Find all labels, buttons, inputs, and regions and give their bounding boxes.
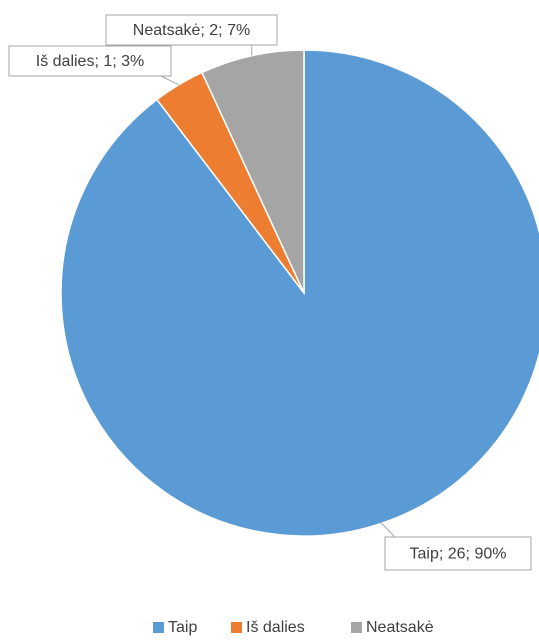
- legend-swatch: [153, 622, 164, 633]
- legend-label: Taip: [168, 619, 197, 636]
- data-label: Iš dalies; 1; 3%: [36, 53, 145, 70]
- data-label: Taip; 26; 90%: [410, 546, 507, 563]
- legend-label: Iš dalies: [246, 619, 305, 636]
- data-label-box: [384, 536, 532, 571]
- leader-line: [160, 75, 179, 86]
- legend-swatch: [351, 622, 362, 633]
- pie-slice: [200, 49, 305, 294]
- data-label: Neatsakė; 2; 7%: [133, 22, 250, 39]
- leader-line: [381, 522, 396, 538]
- legend-swatch: [231, 622, 242, 633]
- data-label-box: [8, 45, 172, 77]
- legend-label: Neatsakė: [366, 619, 434, 636]
- data-label-box: [105, 14, 278, 46]
